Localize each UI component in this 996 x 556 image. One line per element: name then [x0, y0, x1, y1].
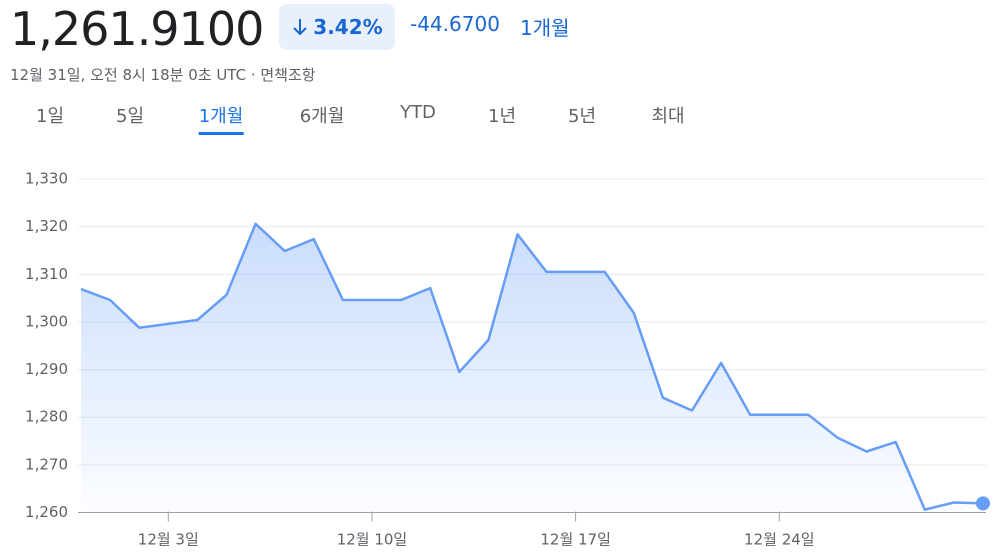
range-tab[interactable]: 6개월 — [299, 106, 345, 127]
x-tick-label: 12월 17일 — [540, 531, 611, 549]
change-percent-pill: 3.42% — [279, 4, 395, 50]
range-tab[interactable]: 1개월 — [198, 102, 244, 135]
y-tick-label: 1,330 — [25, 170, 68, 188]
timestamp: 12월 31일, 오전 8시 18분 0초 UTC · 면책조항 — [10, 66, 316, 84]
y-tick-label: 1,320 — [25, 217, 68, 235]
last-point — [976, 496, 990, 511]
range-tab[interactable]: 1년 — [487, 106, 517, 127]
x-tick-label: 12월 10일 — [337, 531, 408, 549]
x-tick-label: 12월 3일 — [138, 531, 199, 549]
range-tab[interactable]: 최대 — [651, 106, 685, 127]
line — [80, 222, 984, 511]
area — [81, 223, 983, 513]
y-tick-label: 1,310 — [25, 265, 68, 283]
y-tick-label: 1,280 — [25, 408, 68, 426]
change-period: 1개월 — [520, 16, 570, 40]
change-percent: 3.42% — [313, 15, 383, 39]
y-tick-label: 1,270 — [25, 455, 68, 473]
y-tick-label: 1,300 — [25, 312, 68, 330]
x-tick-label: 12월 24일 — [744, 531, 815, 549]
range-tab[interactable]: YTD — [400, 102, 436, 123]
y-tick-label: 1,260 — [25, 503, 68, 521]
range-tab[interactable]: 5일 — [115, 106, 145, 127]
down-arrow-icon — [293, 19, 308, 36]
y-tick-label: 1,290 — [25, 360, 68, 378]
range-tab[interactable]: 1일 — [35, 106, 65, 127]
range-tab[interactable]: 5년 — [567, 106, 597, 127]
price: 1,261.9100 — [10, 2, 264, 56]
change-value: -44.6700 — [410, 12, 500, 36]
